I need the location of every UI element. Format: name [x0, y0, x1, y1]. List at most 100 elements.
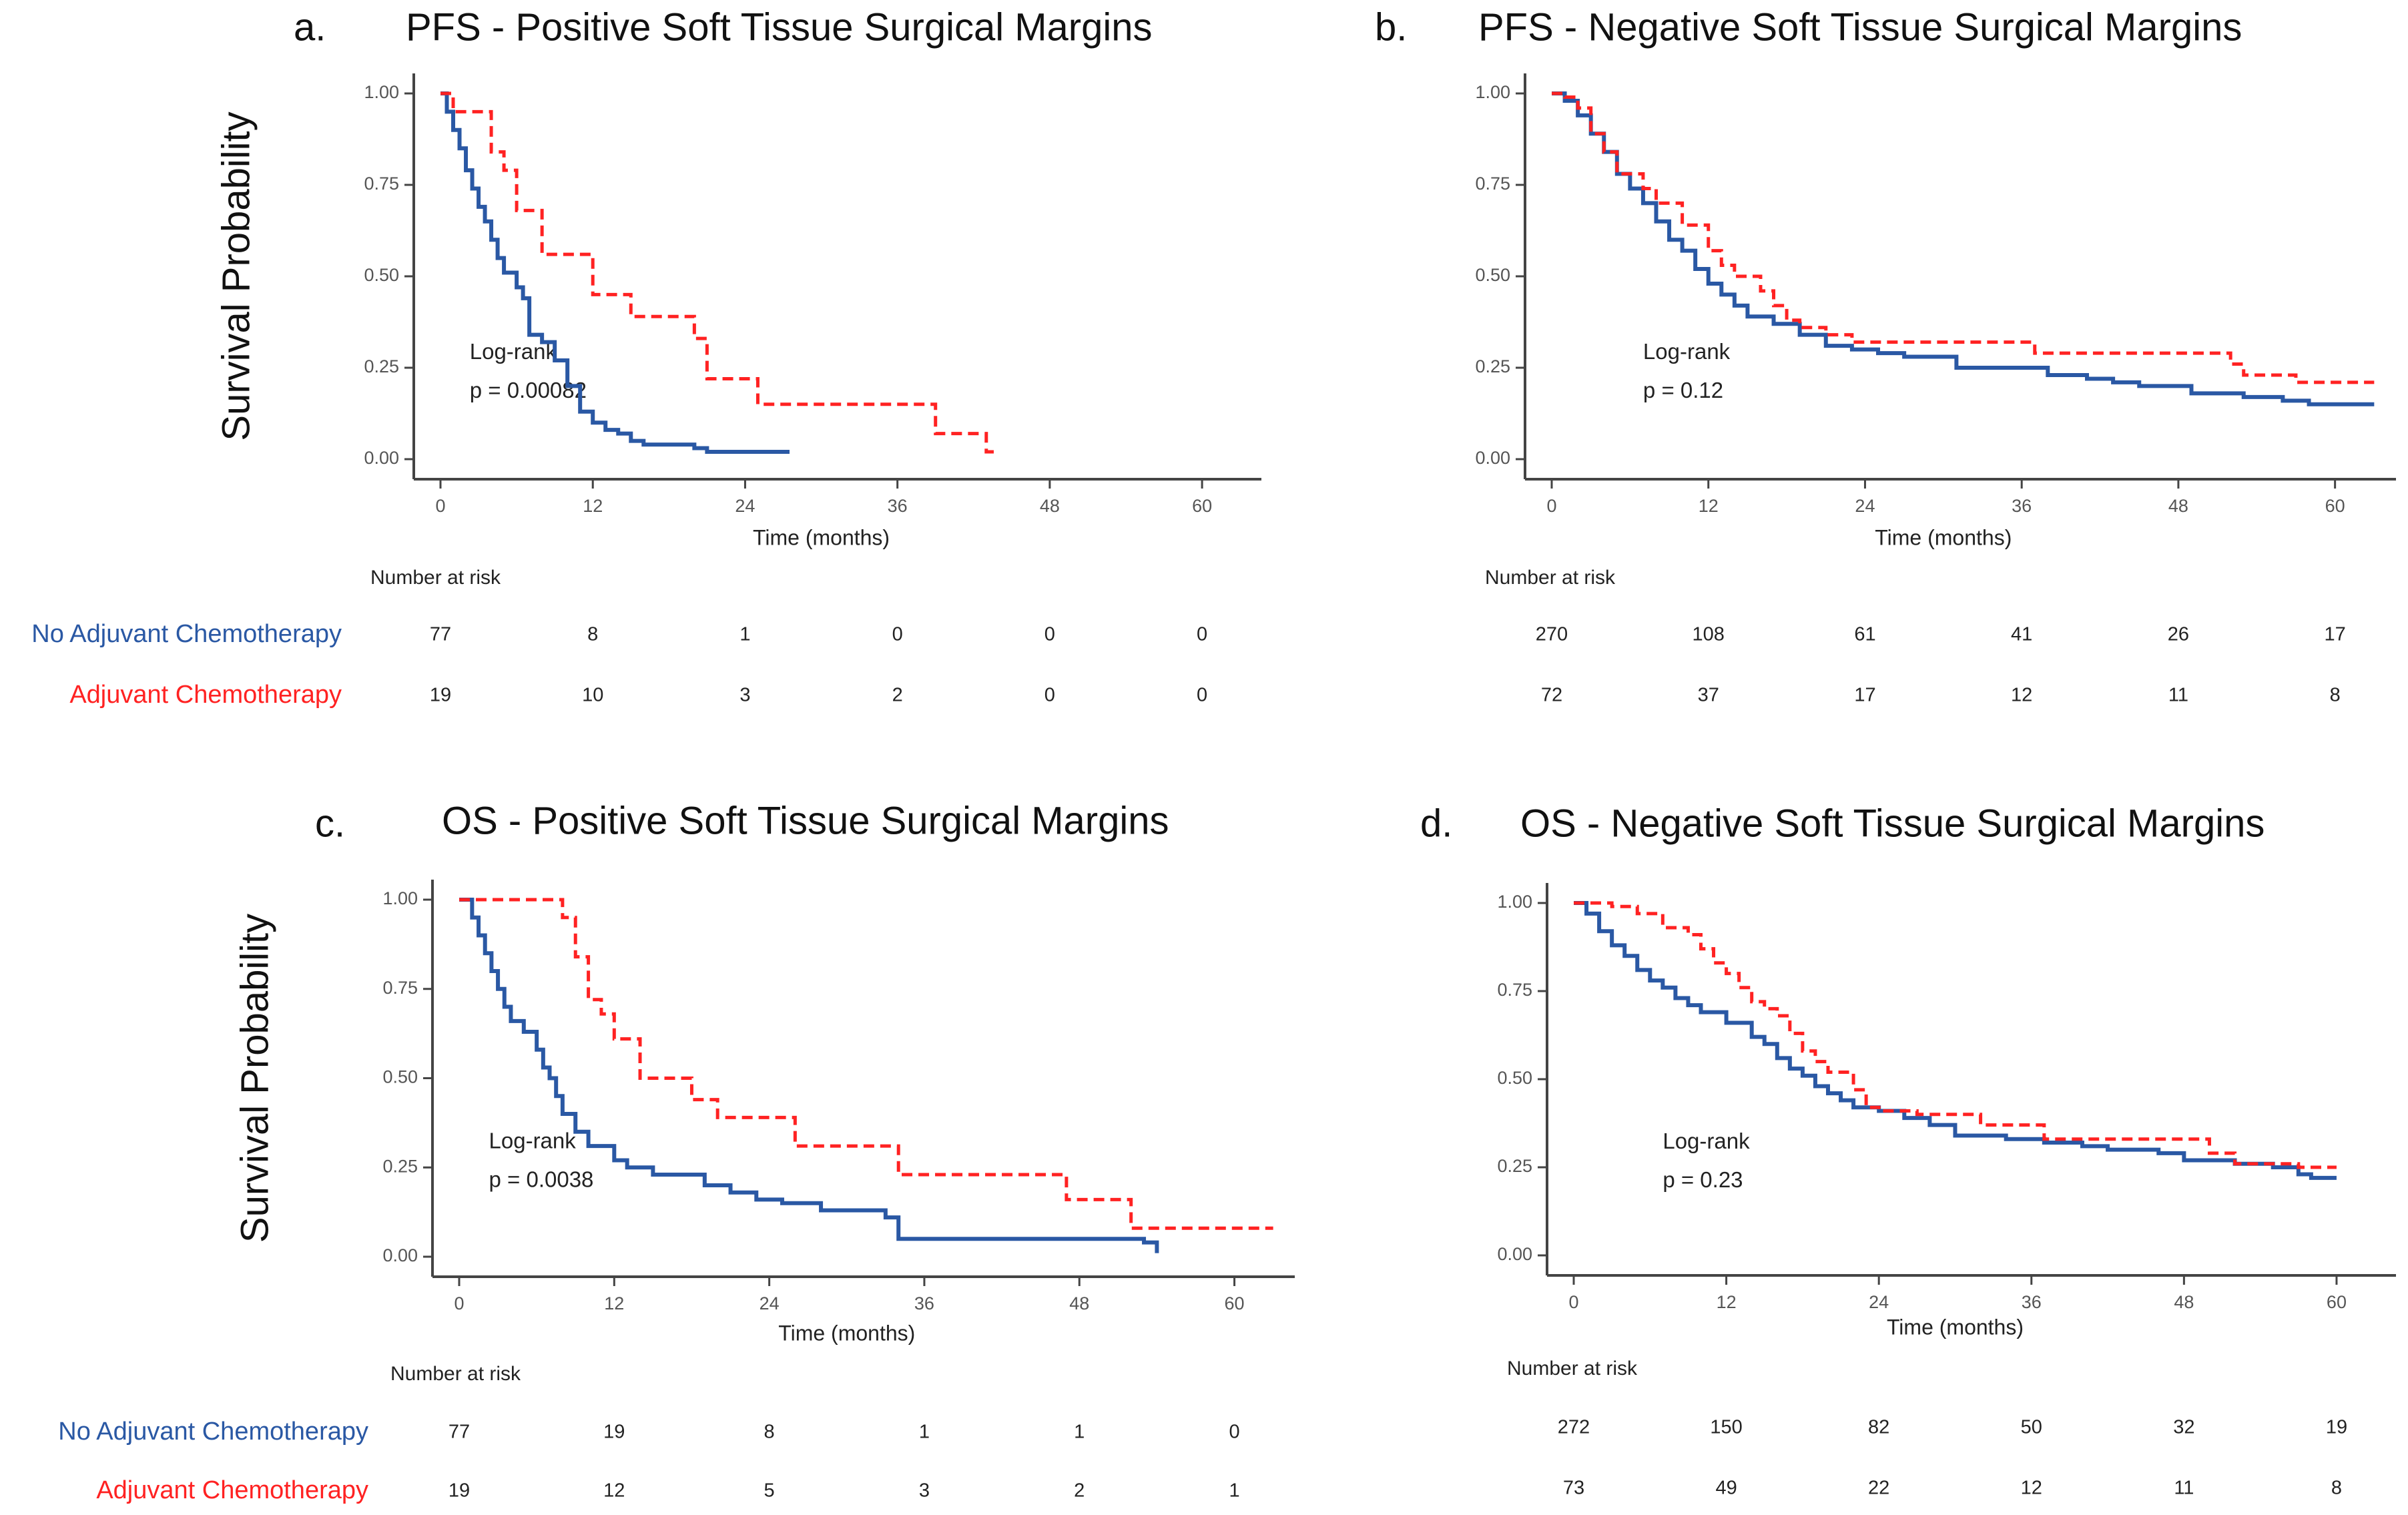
risk-count-adjuvant: 2 — [1074, 1480, 1085, 1502]
risk-count-no-adjuvant: 1 — [919, 1422, 930, 1443]
risk-count-adjuvant: 10 — [582, 685, 603, 706]
risk-count-adjuvant: 8 — [2330, 685, 2341, 706]
y-tick-label: 1.00 — [1475, 82, 1510, 102]
x-tick-label: 60 — [2325, 496, 2345, 516]
km-panel-d: d. OS - Negative Soft Tissue Surgical Mar… — [1420, 802, 2396, 1499]
risk-table-title: Number at risk — [370, 567, 501, 589]
risk-count-adjuvant: 49 — [1715, 1478, 1737, 1499]
curve-adjuvant-chemotherapy — [459, 898, 1273, 1230]
y-tick-label: 0.00 — [364, 448, 399, 468]
risk-count-adjuvant: 3 — [739, 685, 750, 706]
y-tick-label: 0.50 — [364, 265, 399, 285]
risk-count-adjuvant: 12 — [2021, 1478, 2042, 1499]
curve-no-adjuvant-chemotherapy — [1574, 901, 2337, 1180]
y-tick-label: 0.00 — [1475, 448, 1510, 468]
y-axis-title: Survival Probability — [233, 914, 276, 1243]
logrank-pvalue: p = 0.12 — [1643, 378, 1723, 402]
group-label-adjuvant: Adjuvant Chemotherapy — [96, 1476, 368, 1504]
risk-count-adjuvant: 1 — [1229, 1480, 1239, 1502]
curve-adjuvant-chemotherapy — [1574, 901, 2337, 1169]
group-label-no-adjuvant: No Adjuvant Chemotherapy — [58, 1418, 368, 1446]
risk-count-no-adjuvant: 82 — [1868, 1417, 1889, 1438]
risk-count-no-adjuvant: 19 — [603, 1422, 625, 1443]
x-tick-label: 48 — [1069, 1293, 1089, 1313]
x-tick-label: 48 — [2174, 1292, 2194, 1312]
risk-count-adjuvant: 12 — [2011, 685, 2032, 706]
risk-count-adjuvant: 22 — [1868, 1478, 1889, 1499]
x-tick-label: 24 — [760, 1293, 780, 1313]
x-tick-label: 48 — [2168, 496, 2188, 516]
risk-count-adjuvant: 0 — [1044, 685, 1055, 706]
risk-count-no-adjuvant: 0 — [892, 624, 903, 645]
x-tick-label: 0 — [1546, 496, 1556, 516]
panel-label: b. — [1375, 5, 1407, 49]
risk-count-no-adjuvant: 77 — [448, 1422, 470, 1443]
risk-count-adjuvant: 12 — [603, 1480, 625, 1502]
risk-count-adjuvant: 19 — [448, 1480, 470, 1502]
chart-title: PFS - Positive Soft Tissue Surgical Marg… — [406, 5, 1153, 49]
x-tick-label: 60 — [1225, 1293, 1245, 1313]
risk-count-no-adjuvant: 61 — [1854, 624, 1875, 645]
risk-count-no-adjuvant: 272 — [1558, 1417, 1590, 1438]
x-tick-label: 60 — [2327, 1292, 2347, 1312]
logrank-pvalue: p = 0.23 — [1663, 1167, 1743, 1192]
risk-count-adjuvant: 11 — [2174, 1478, 2194, 1499]
x-axis-title: Time (months) — [753, 525, 890, 549]
risk-table-title: Number at risk — [1485, 567, 1616, 589]
x-tick-label: 0 — [435, 496, 445, 516]
risk-count-no-adjuvant: 150 — [1710, 1417, 1742, 1438]
risk-count-no-adjuvant: 0 — [1044, 624, 1055, 645]
chart-title: OS - Negative Soft Tissue Surgical Margi… — [1520, 802, 2265, 845]
risk-count-no-adjuvant: 8 — [764, 1422, 775, 1443]
x-tick-label: 36 — [914, 1293, 934, 1313]
panel-label: d. — [1420, 802, 1452, 845]
x-axis-title: Time (months) — [1887, 1315, 2024, 1339]
x-tick-label: 12 — [1717, 1292, 1737, 1312]
risk-count-no-adjuvant: 41 — [2011, 624, 2032, 645]
logrank-label: Log-rank — [1663, 1129, 1750, 1153]
logrank-label: Log-rank — [489, 1129, 577, 1153]
risk-count-adjuvant: 11 — [2168, 685, 2188, 706]
x-tick-label: 12 — [604, 1293, 624, 1313]
risk-count-adjuvant: 37 — [1698, 685, 1719, 706]
group-label-adjuvant: Adjuvant Chemotherapy — [69, 681, 342, 709]
risk-count-adjuvant: 19 — [430, 685, 451, 706]
chart-title: PFS - Negative Soft Tissue Surgical Marg… — [1478, 5, 2242, 49]
group-label-no-adjuvant: No Adjuvant Chemotherapy — [31, 620, 342, 648]
risk-count-adjuvant: 2 — [892, 685, 903, 706]
x-tick-label: 0 — [1568, 1292, 1578, 1312]
risk-count-no-adjuvant: 17 — [2325, 624, 2346, 645]
curve-adjuvant-chemotherapy — [440, 91, 999, 454]
y-tick-label: 1.00 — [1497, 892, 1532, 912]
risk-count-adjuvant: 5 — [764, 1480, 775, 1502]
x-tick-label: 0 — [454, 1293, 464, 1313]
logrank-pvalue: p = 0.0038 — [489, 1167, 594, 1192]
y-tick-label: 0.50 — [1497, 1068, 1532, 1088]
risk-count-adjuvant: 0 — [1197, 685, 1207, 706]
risk-count-no-adjuvant: 1 — [1074, 1422, 1085, 1443]
y-tick-label: 0.00 — [382, 1245, 418, 1265]
x-tick-label: 36 — [2022, 1292, 2042, 1312]
risk-count-adjuvant: 3 — [919, 1480, 930, 1502]
risk-count-no-adjuvant: 26 — [2168, 624, 2189, 645]
km-panel-b: b. PFS - Negative Soft Tissue Surgical Ma… — [1375, 5, 2396, 706]
panel-label: c. — [315, 802, 345, 845]
chart-title: OS - Positive Soft Tissue Surgical Margi… — [442, 799, 1169, 842]
logrank-label: Log-rank — [1643, 339, 1731, 364]
risk-count-no-adjuvant: 8 — [587, 624, 598, 645]
y-tick-label: 0.25 — [1475, 356, 1510, 376]
x-tick-label: 24 — [1869, 1292, 1889, 1312]
risk-count-no-adjuvant: 32 — [2173, 1417, 2194, 1438]
risk-count-no-adjuvant: 108 — [1693, 624, 1725, 645]
risk-table-title: Number at risk — [1507, 1357, 1638, 1380]
y-tick-label: 0.50 — [1475, 265, 1510, 285]
y-tick-label: 0.50 — [382, 1067, 418, 1087]
y-tick-label: 0.75 — [1475, 174, 1510, 194]
km-panel-c: c. OS - Positive Soft Tissue Surgical Mar… — [58, 799, 1295, 1504]
y-tick-label: 0.25 — [364, 356, 399, 376]
risk-count-no-adjuvant: 0 — [1197, 624, 1207, 645]
km-panel-a: a. PFS - Positive Soft Tissue Surgical Ma… — [31, 5, 1261, 709]
risk-count-adjuvant: 8 — [2331, 1478, 2342, 1499]
risk-count-adjuvant: 72 — [1541, 685, 1562, 706]
